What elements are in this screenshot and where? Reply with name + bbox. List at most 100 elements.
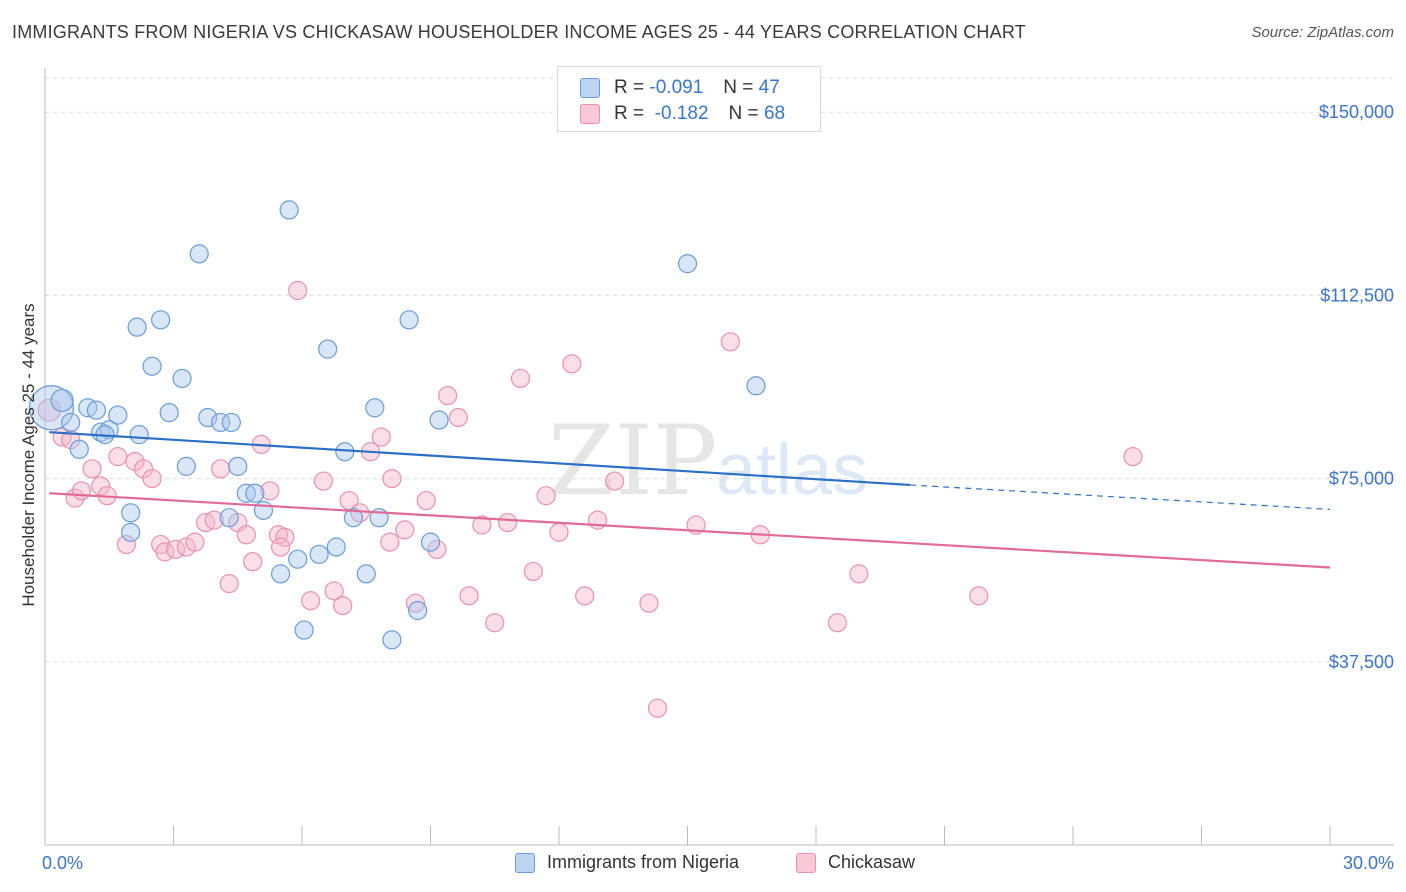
nigeria-point [142, 356, 162, 376]
y-tick-label: $37,500 [1329, 652, 1394, 672]
n-label: N = [723, 77, 754, 98]
chickasaw-point [647, 698, 668, 718]
n-value: 47 [758, 77, 780, 98]
chickasaw-point [395, 520, 415, 540]
nigeria-point [228, 456, 248, 476]
nigeria-point [127, 317, 147, 337]
chickasaw-point [827, 613, 848, 633]
nigeria-point [50, 388, 74, 413]
nigeria-point [270, 564, 291, 584]
nigeria-point [245, 483, 265, 503]
chickasaw-point [71, 481, 92, 501]
nigeria-point [108, 405, 128, 425]
chickasaw-point [1123, 447, 1143, 467]
chickasaw-point [243, 552, 263, 572]
source-label: Source: ZipAtlas.com [1251, 24, 1394, 41]
nigeria-point [279, 200, 299, 220]
y-tick-labels: $37,500 $75,000 $112,500 $150,000 [1319, 102, 1394, 672]
x-tick-label-max: 30.0% [1343, 853, 1394, 873]
nigeria-point [86, 400, 107, 420]
chickasaw-point [333, 596, 353, 616]
series-legend: Immigrants from Nigeria Chickasaw [0, 852, 1406, 878]
nigeria-point [408, 600, 428, 621]
nigeria-point [69, 439, 89, 459]
nigeria-point [151, 310, 171, 330]
legend-item-chickasaw: Chickasaw [796, 852, 915, 873]
chickasaw-point [448, 407, 468, 428]
chickasaw-point [116, 534, 136, 555]
chickasaw-point [438, 385, 458, 406]
y-axis-label: Householder Income Ages 25 - 44 years [19, 303, 38, 606]
chickasaw-point [91, 476, 111, 496]
chickasaw-point [575, 586, 595, 606]
chickasaw-point [300, 591, 321, 611]
nigeria-point [309, 544, 329, 564]
chickasaw-point [313, 471, 334, 491]
nigeria-point [429, 410, 449, 430]
nigeria-point [61, 412, 81, 433]
stats-legend: R = -0.091 N = 47 R = -0.182 N = 68 [557, 66, 821, 132]
swatch-nigeria [580, 78, 600, 98]
legend-label-chickasaw: Chickasaw [828, 852, 916, 872]
chickasaw-point [260, 481, 280, 501]
nigeria-point [356, 564, 376, 584]
nigeria-point [129, 425, 149, 445]
chickasaw-point [427, 539, 447, 560]
chickasaw-point [142, 468, 162, 489]
n-label: N = [728, 103, 759, 124]
chickasaw-point [108, 447, 128, 467]
nigeria-point [365, 398, 385, 418]
x-tick-label-min: 0.0% [42, 853, 83, 873]
nigeria-point [121, 503, 141, 523]
nigeria-point [382, 630, 402, 650]
chickasaw-point [485, 613, 505, 633]
chickasaw-point [211, 459, 231, 479]
chickasaw-point [472, 515, 492, 535]
stats-row-chickasaw: R = -0.182 N = 68 [580, 102, 785, 126]
nigeria-point [420, 532, 441, 552]
nigeria-point [746, 376, 766, 396]
chickasaw-point [562, 354, 582, 374]
chickasaw-point [185, 532, 205, 552]
stats-row-nigeria: R = -0.091 N = 47 [580, 76, 780, 100]
chickasaw-point [510, 368, 531, 389]
nigeria-point [189, 244, 209, 264]
chickasaw-point [849, 564, 869, 584]
nigeria-point [121, 522, 141, 542]
nigeria-point [159, 403, 179, 423]
chickasaw-point [324, 581, 344, 601]
chickasaw-point [523, 561, 543, 582]
trend-lines [49, 431, 1331, 569]
r-value: -0.182 [654, 103, 709, 124]
nigeria-point [318, 339, 338, 359]
r-label: R = [614, 103, 645, 124]
legend-label-nigeria: Immigrants from Nigeria [547, 852, 740, 872]
series-chickasaw [37, 280, 1143, 718]
y-tick-label: $150,000 [1319, 102, 1394, 122]
chickasaw-point [270, 537, 291, 557]
chickasaw-point [459, 586, 479, 606]
chickasaw-point [605, 471, 625, 491]
chickasaw-point [37, 398, 61, 422]
r-label: R = [614, 77, 645, 98]
nigeria-point [198, 407, 218, 428]
watermark-atlas: atlas [716, 430, 868, 510]
y-tick-label: $112,500 [1320, 285, 1394, 305]
n-value: 68 [763, 103, 786, 124]
nigeria-point [677, 254, 698, 274]
nigeria-point [326, 537, 346, 557]
chickasaw-point [720, 332, 740, 352]
nigeria-point [176, 456, 196, 476]
legend-swatch-nigeria [515, 852, 535, 873]
chickasaw-point [549, 522, 569, 542]
chickasaw-point [498, 512, 518, 533]
chickasaw-point [275, 527, 295, 547]
chickasaw-point [536, 486, 556, 506]
chickasaw-point [219, 574, 239, 594]
legend-swatch-chickasaw [796, 852, 816, 873]
trend-line-nigeria-extension [910, 484, 1331, 510]
chickasaw-point [416, 490, 436, 511]
chickasaw-point [382, 468, 402, 489]
chickasaw-point [82, 459, 102, 479]
